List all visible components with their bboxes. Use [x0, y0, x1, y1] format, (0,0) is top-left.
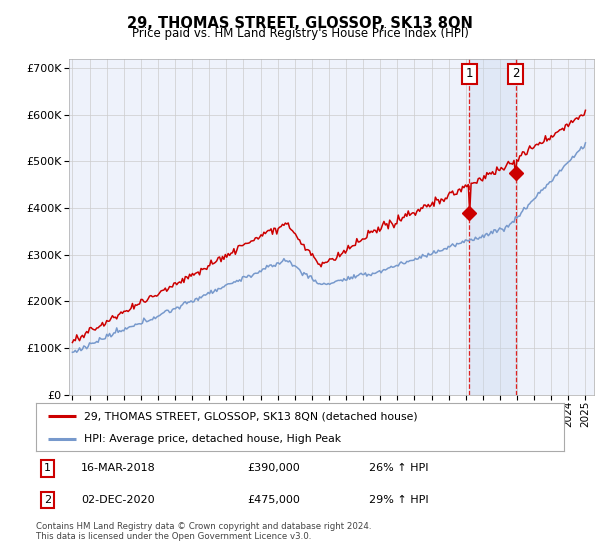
- Text: 1: 1: [466, 67, 473, 81]
- Text: 2: 2: [512, 67, 520, 81]
- Text: Price paid vs. HM Land Registry's House Price Index (HPI): Price paid vs. HM Land Registry's House …: [131, 27, 469, 40]
- Text: HPI: Average price, detached house, High Peak: HPI: Average price, detached house, High…: [83, 434, 341, 444]
- Text: Contains HM Land Registry data © Crown copyright and database right 2024.
This d: Contains HM Land Registry data © Crown c…: [36, 522, 371, 542]
- Text: 29, THOMAS STREET, GLOSSOP, SK13 8QN: 29, THOMAS STREET, GLOSSOP, SK13 8QN: [127, 16, 473, 31]
- Text: 29, THOMAS STREET, GLOSSOP, SK13 8QN (detached house): 29, THOMAS STREET, GLOSSOP, SK13 8QN (de…: [83, 411, 417, 421]
- Text: £390,000: £390,000: [247, 464, 300, 473]
- Text: 2: 2: [44, 495, 51, 505]
- Text: £475,000: £475,000: [247, 495, 300, 505]
- Text: 29% ↑ HPI: 29% ↑ HPI: [368, 495, 428, 505]
- Text: 26% ↑ HPI: 26% ↑ HPI: [368, 464, 428, 473]
- Text: 16-MAR-2018: 16-MAR-2018: [81, 464, 155, 473]
- Text: 1: 1: [44, 464, 51, 473]
- Text: 02-DEC-2020: 02-DEC-2020: [81, 495, 155, 505]
- Bar: [469, 59, 515, 395]
